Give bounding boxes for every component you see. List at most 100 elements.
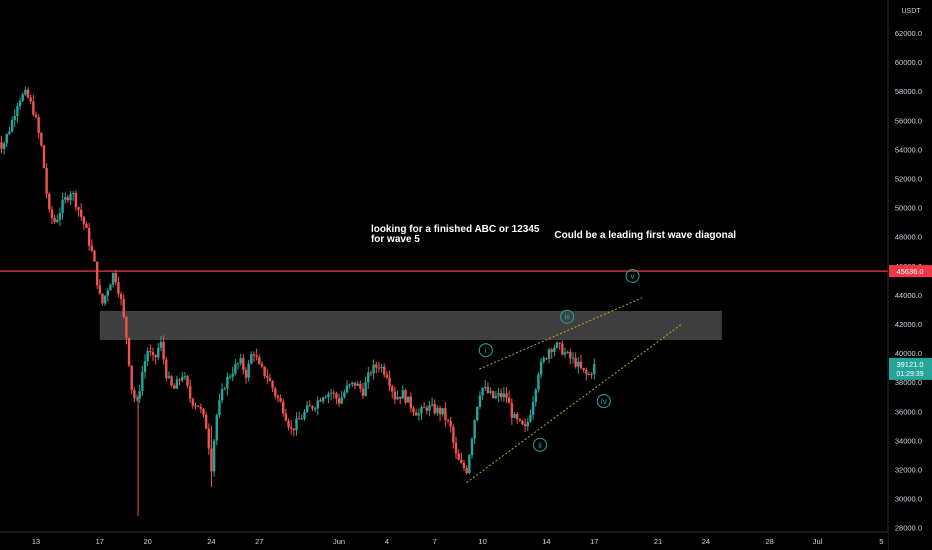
candle-body xyxy=(181,377,184,381)
candle-body xyxy=(26,89,30,98)
wave-label-iv: iv xyxy=(601,397,607,406)
price-tick-label: 30000.0 xyxy=(895,495,922,504)
candle-body xyxy=(446,419,450,421)
candle-body xyxy=(364,382,367,396)
candle-body xyxy=(486,386,490,393)
candle-body xyxy=(191,398,195,406)
candle-body xyxy=(34,114,38,117)
wave-label-circle[interactable] xyxy=(478,343,493,358)
candle-body xyxy=(56,219,59,222)
wave-label-iii: iii xyxy=(564,313,570,322)
wave-label-circle[interactable] xyxy=(533,437,548,452)
wave-label-ii: ii xyxy=(538,441,542,450)
time-tick-label: Jul xyxy=(813,537,823,546)
candle-body xyxy=(37,116,40,133)
candle-body xyxy=(481,387,484,396)
wave-label-circle[interactable] xyxy=(560,309,575,324)
wave-label-circle[interactable] xyxy=(625,268,640,283)
candle-body xyxy=(130,365,133,391)
candle-body xyxy=(188,385,192,399)
candle-body xyxy=(372,364,375,374)
candle-body xyxy=(93,250,96,262)
candle-body xyxy=(593,364,596,375)
candle-body xyxy=(258,357,261,364)
candle-body xyxy=(465,467,468,474)
bar-countdown-label: 01:29:39 xyxy=(896,371,923,378)
candle-body xyxy=(287,420,290,428)
time-tick-label: Jun xyxy=(333,537,345,546)
candle-body xyxy=(311,406,314,409)
candle-body xyxy=(553,347,556,352)
candle-body xyxy=(375,364,378,368)
candle-body xyxy=(21,94,24,101)
currency-unit-label: USDT xyxy=(901,8,921,15)
candle-body xyxy=(523,424,527,427)
annotation-text-2[interactable]: Could be a leading first wave diagonal xyxy=(554,230,737,242)
candle-body xyxy=(555,342,559,348)
annotation-text-1[interactable]: looking for a finished ABC or 12345 for … xyxy=(370,224,540,246)
time-tick-label: 27 xyxy=(255,537,263,546)
candle-body xyxy=(69,193,72,201)
candle-body xyxy=(215,415,218,441)
candle-body xyxy=(212,440,216,472)
candle-body xyxy=(500,393,503,398)
candle-body xyxy=(590,373,593,375)
candle-body xyxy=(348,384,351,386)
candle-body xyxy=(127,337,131,366)
candle-body xyxy=(2,143,6,149)
resistance-zone[interactable] xyxy=(99,310,722,341)
wave-label-circle[interactable] xyxy=(596,394,611,409)
candle-body xyxy=(521,420,524,425)
candles-layer xyxy=(0,86,596,517)
price-tick-label: 50000.0 xyxy=(895,204,922,213)
candle-body xyxy=(385,374,389,378)
candle-body xyxy=(513,414,516,418)
candle-body xyxy=(361,388,365,396)
candle-body xyxy=(90,245,94,251)
candle-body xyxy=(85,223,88,229)
candle-body xyxy=(178,379,181,381)
time-tick-label: 24 xyxy=(207,537,215,546)
candle-body xyxy=(252,354,256,356)
candle-body xyxy=(425,407,428,411)
candle-body xyxy=(319,400,322,402)
candle-body xyxy=(175,379,179,389)
candle-body xyxy=(48,193,51,210)
price-tick-label: 48000.0 xyxy=(895,233,922,242)
channel-line-1[interactable] xyxy=(466,323,683,483)
candle-body xyxy=(117,282,120,295)
candle-body xyxy=(202,408,205,415)
candle-body xyxy=(146,351,149,362)
candle-body xyxy=(412,408,415,413)
candle-body xyxy=(585,369,588,375)
candle-body xyxy=(8,131,11,135)
candle-body xyxy=(428,405,431,411)
candle-body xyxy=(547,349,551,359)
candle-body xyxy=(292,428,296,431)
candle-body xyxy=(282,401,285,414)
candle-body xyxy=(396,396,399,400)
candle-body xyxy=(141,372,144,392)
channel-line-2[interactable] xyxy=(479,297,643,370)
candle-body xyxy=(587,373,591,375)
candle-body xyxy=(29,97,32,102)
candle-body xyxy=(510,403,514,418)
candle-body xyxy=(526,421,529,427)
candle-body xyxy=(61,199,64,214)
candle-body xyxy=(204,414,208,429)
candle-body xyxy=(234,364,237,374)
candle-body xyxy=(159,341,163,348)
candle-body xyxy=(154,354,157,358)
current-price-tag xyxy=(889,357,932,380)
candle-body xyxy=(337,398,341,404)
candle-body xyxy=(433,404,436,414)
candle-body xyxy=(563,352,567,355)
candle-body xyxy=(24,89,27,95)
candle-body xyxy=(162,341,165,360)
candle-body xyxy=(571,357,575,359)
time-axis-background[interactable] xyxy=(0,532,888,550)
candle-body xyxy=(422,407,426,409)
